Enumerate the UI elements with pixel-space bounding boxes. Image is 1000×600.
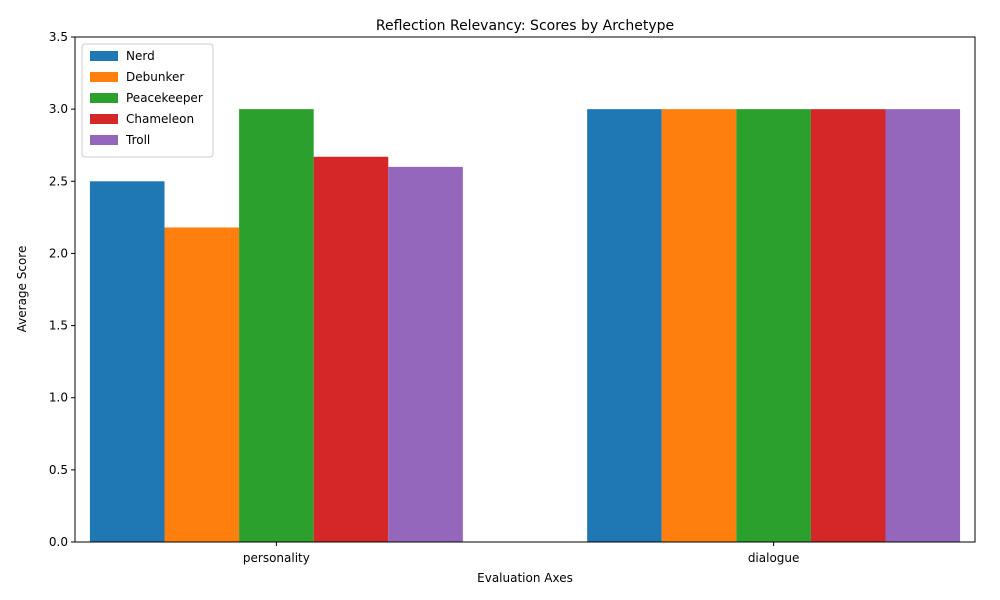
y-tick-label: 2.5: [49, 174, 68, 188]
plot-area: 0.0 0.5 1.0 1.5 2.0 2.5 3.0 3.5 personality dialo…: [49, 30, 976, 565]
x-axis-label: Evaluation Axes: [477, 571, 573, 585]
bar-troll-dialogue: [885, 109, 961, 542]
bar-nerd-dialogue: [587, 109, 662, 542]
axes-frame: [74, 36, 976, 543]
legend-swatch-troll: [90, 135, 118, 145]
bar-peacekeeper-personality: [239, 109, 314, 542]
bar-debunker-personality: [164, 227, 240, 542]
y-tick-label: 1.0: [49, 391, 68, 405]
legend-label-troll: Troll: [125, 133, 150, 147]
legend-swatch-peacekeeper: [90, 93, 118, 103]
legend-label-nerd: Nerd: [126, 49, 155, 63]
x-tick-label-dialogue: dialogue: [748, 551, 800, 565]
chart-title: Reflection Relevancy: Scores by Archetyp…: [376, 18, 674, 34]
bar-nerd-personality: [89, 181, 165, 543]
bar-chameleon-dialogue: [810, 109, 886, 542]
y-tick-label: 0.5: [49, 463, 68, 477]
legend-label-debunker: Debunker: [126, 70, 184, 84]
legend-label-chameleon: Chameleon: [126, 112, 194, 126]
y-tick-label: 0.0: [49, 535, 68, 549]
bar-troll-personality: [388, 166, 463, 543]
legend-swatch-chameleon: [90, 114, 118, 124]
y-tick-label: 3.0: [49, 102, 68, 116]
legend: Nerd Debunker Peacekeeper Chameleon Troll: [81, 43, 214, 158]
legend-swatch-nerd: [90, 51, 118, 61]
y-tick-label: 2.0: [49, 246, 68, 260]
y-tick-label: 1.5: [49, 319, 68, 333]
legend-swatch-debunker: [90, 72, 118, 82]
x-tick-label-personality: personality: [243, 551, 310, 565]
legend-label-peacekeeper: Peacekeeper: [126, 91, 203, 105]
bar-debunker-dialogue: [661, 109, 737, 542]
bar-peacekeeper-dialogue: [736, 109, 811, 542]
bar-chameleon-personality: [313, 156, 389, 542]
y-axis-label: Average Score: [15, 246, 29, 333]
y-tick-label: 3.5: [49, 30, 68, 44]
